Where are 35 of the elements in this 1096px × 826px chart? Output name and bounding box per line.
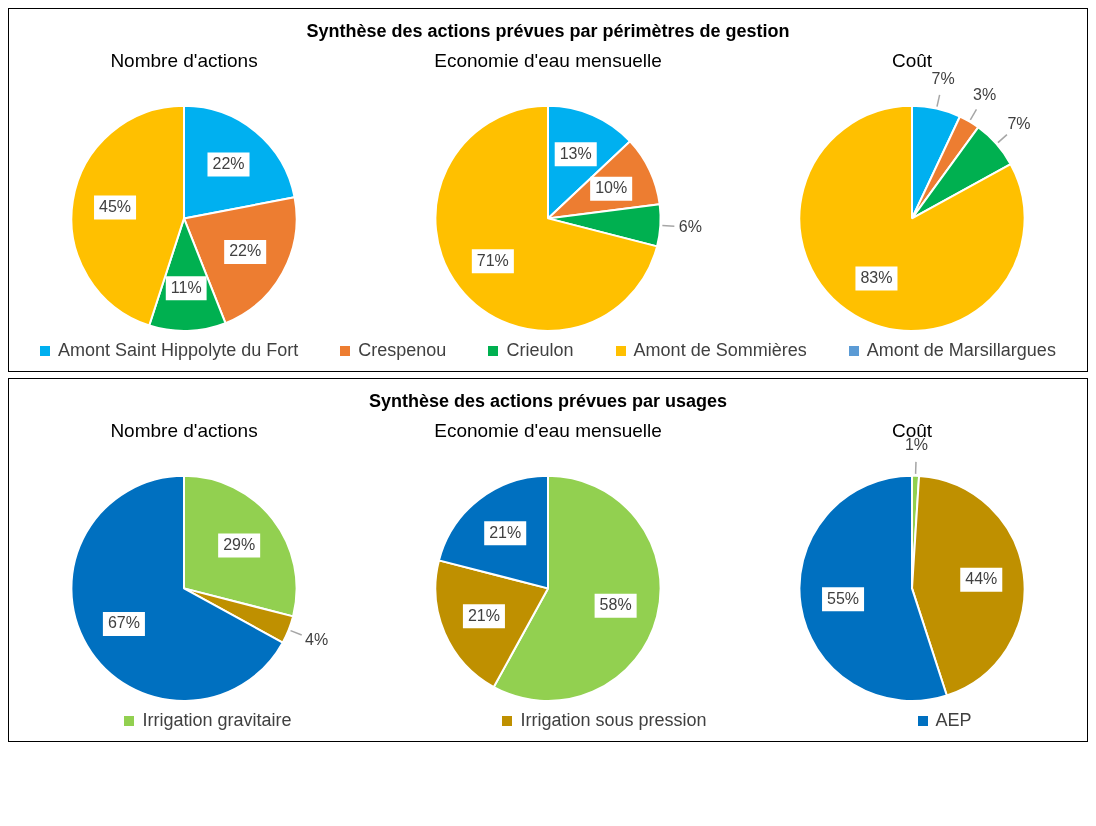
- legend-label: Amont de Sommières: [632, 340, 807, 361]
- chart-title: Nombre d'actions: [110, 49, 258, 71]
- data-label: 11%: [170, 278, 202, 296]
- legend-label: Irrigation gravitaire: [141, 710, 292, 731]
- data-label: 7%: [931, 69, 955, 87]
- chart-title: Coût: [891, 49, 933, 71]
- data-label: 67%: [107, 614, 140, 632]
- data-label: 44%: [965, 570, 998, 588]
- data-label: 58%: [599, 596, 632, 614]
- text: Synthèse des actions prévues par usages: [367, 390, 729, 413]
- legend-label: Amont Saint Hippolyte du Fort: [57, 340, 299, 361]
- data-label: 22%: [212, 155, 245, 173]
- chart-title: Economie d'eau mensuelle: [434, 419, 662, 441]
- data-label: 71%: [476, 251, 509, 269]
- text: Synthèse des actions prévues par périmètres de gestion: [305, 20, 791, 43]
- legend-label: Crieulon: [505, 340, 574, 361]
- data-label: 6%: [678, 217, 702, 235]
- chart-title: Economie d'eau mensuelle: [434, 49, 662, 71]
- chart-title: Nombre d'actions: [110, 419, 258, 441]
- data-label: 83%: [860, 268, 893, 286]
- data-label: 4%: [305, 631, 329, 649]
- data-label: 29%: [223, 536, 256, 554]
- data-label: 21%: [467, 606, 500, 624]
- data-label: 22%: [229, 242, 262, 260]
- data-label: 45%: [99, 197, 132, 215]
- data-label: 10%: [595, 179, 628, 197]
- legend-label: Crespenou: [357, 340, 447, 361]
- data-label: 3%: [973, 86, 997, 104]
- data-label: 55%: [827, 589, 860, 607]
- legend-label: Irrigation sous pression: [519, 710, 707, 731]
- legend-label: Amont de Marsillargues: [865, 340, 1056, 361]
- data-label: 13%: [559, 144, 592, 162]
- data-label: 7%: [1007, 114, 1031, 132]
- data-label: 21%: [489, 523, 522, 541]
- legend-label: AEP: [934, 710, 972, 731]
